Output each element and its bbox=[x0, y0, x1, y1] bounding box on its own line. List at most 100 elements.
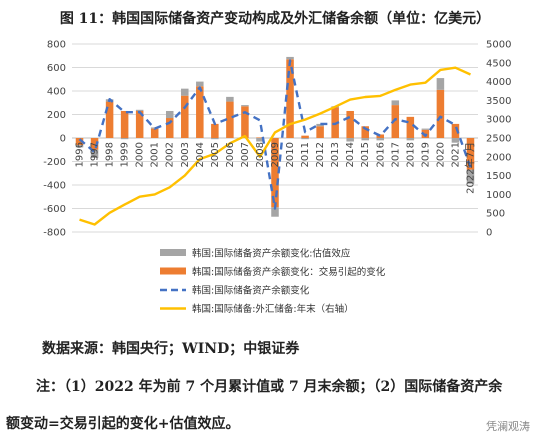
valuation-bar bbox=[301, 138, 309, 140]
transaction-bar bbox=[135, 110, 144, 138]
x-tick-label: 2012 bbox=[315, 142, 326, 167]
x-tick-label: 2009 bbox=[270, 142, 281, 167]
transaction-bar bbox=[466, 138, 475, 170]
valuation-bar bbox=[120, 138, 129, 140]
transaction-bar bbox=[105, 101, 114, 138]
x-tick-label: 2001 bbox=[150, 142, 161, 167]
x-tick-label: 2021 bbox=[450, 142, 461, 167]
right-tick-label: 1000 bbox=[486, 190, 511, 201]
transaction-bar bbox=[361, 126, 369, 138]
left-axis-ticks: 800 600 400 200 0 -200 -400 -600 -800 bbox=[43, 40, 66, 239]
right-tick-label: 4500 bbox=[486, 58, 511, 69]
right-tick-label: 2000 bbox=[486, 152, 511, 163]
left-tick-label: 400 bbox=[47, 87, 66, 98]
transaction-bar bbox=[286, 59, 294, 138]
valuation-bar bbox=[256, 138, 264, 142]
x-tick-label: 1998 bbox=[105, 142, 116, 167]
transaction-bar bbox=[406, 116, 415, 138]
transaction-bar bbox=[75, 138, 84, 146]
total-change-line bbox=[78, 59, 472, 210]
valuation-bar bbox=[226, 96, 234, 102]
legend-swatch-valuation bbox=[160, 249, 186, 256]
valuation-bar bbox=[436, 78, 445, 90]
x-tick-label: 1999 bbox=[120, 142, 131, 167]
valuation-bar bbox=[451, 138, 460, 143]
right-tick-label: 500 bbox=[486, 209, 505, 220]
valuation-bar bbox=[181, 88, 189, 96]
right-tick-label: 4000 bbox=[486, 77, 511, 88]
transaction-bar bbox=[301, 135, 309, 138]
x-tick-label: 1997 bbox=[90, 142, 101, 167]
x-tick-label: 2013 bbox=[330, 142, 341, 167]
right-tick-label: 5000 bbox=[486, 40, 511, 51]
left-tick-label: -400 bbox=[43, 181, 66, 192]
x-axis-labels: 1996 1997 1998 1999 2000 2001 2002 2003 2004 2005… bbox=[75, 142, 477, 194]
valuation-bar bbox=[391, 100, 400, 106]
valuation-bar bbox=[241, 105, 249, 107]
valuation-bar bbox=[286, 56, 294, 60]
lines bbox=[78, 59, 472, 226]
bars bbox=[75, 56, 475, 217]
valuation-bar bbox=[90, 149, 99, 158]
transaction-bar bbox=[150, 128, 159, 138]
transaction-bar bbox=[391, 105, 400, 138]
x-tick-label: 2014 bbox=[345, 142, 356, 167]
valuation-bar bbox=[361, 138, 369, 141]
valuation-bar bbox=[75, 145, 84, 148]
valuation-bar bbox=[466, 169, 475, 184]
valuation-bar bbox=[165, 110, 174, 119]
valuation-bar bbox=[211, 138, 219, 140]
x-tick-label: 2020 bbox=[435, 142, 446, 167]
valuation-bar bbox=[421, 128, 430, 130]
legend-label: 韩国:国际储备:外汇储备:年末（右轴） bbox=[192, 303, 354, 315]
watermark: 凭澜观涛 bbox=[486, 420, 530, 433]
right-tick-label: 3500 bbox=[486, 96, 511, 107]
x-tick-label: 2011 bbox=[300, 142, 311, 167]
valuation-bar bbox=[271, 207, 279, 217]
transaction-bar bbox=[346, 110, 354, 138]
valuation-bar bbox=[406, 138, 415, 141]
left-tick-label: -800 bbox=[43, 228, 66, 239]
x-tick-label: 2022年7月 bbox=[463, 142, 476, 194]
valuation-bar bbox=[135, 109, 144, 111]
valuation-bar bbox=[346, 138, 354, 142]
transaction-bar bbox=[120, 110, 129, 138]
x-tick-label: 1996 bbox=[75, 142, 86, 167]
transaction-bar bbox=[211, 123, 219, 138]
x-tick-label: 2015 bbox=[360, 142, 371, 167]
x-tick-label: 2003 bbox=[180, 142, 191, 167]
fx-reserves-line bbox=[79, 66, 471, 226]
left-tick-label: -600 bbox=[43, 204, 66, 215]
legend-label: 韩国:国际储备资产余额变化 bbox=[192, 285, 310, 297]
x-tick-label: 2010 bbox=[285, 142, 296, 167]
right-tick-label: 1500 bbox=[486, 171, 511, 182]
valuation-bar bbox=[196, 81, 204, 87]
x-tick-label: 2018 bbox=[405, 142, 416, 167]
left-tick-label: 0 bbox=[60, 134, 66, 145]
x-tick-label: 2006 bbox=[225, 142, 236, 167]
x-tick-label: 2008 bbox=[255, 142, 266, 167]
source-text: 数据来源：韩国央行；WIND；中银证券 bbox=[42, 341, 300, 357]
legend: 韩国:国际储备资产余额变化:估值效应韩国:国际储备资产余额变化：交易引起的变化韩… bbox=[160, 248, 386, 315]
legend-swatch-transaction bbox=[160, 267, 186, 275]
note-line-1: 注：（1）2022 年为前 7 个月累计值或 7 月末余额；（2）国际储备资产余 bbox=[36, 379, 503, 395]
transaction-bar bbox=[271, 138, 279, 208]
legend-label: 韩国:国际储备资产余额变化:估值效应 bbox=[192, 248, 351, 260]
x-tick-label: 2005 bbox=[210, 142, 221, 167]
transaction-bar bbox=[436, 89, 445, 138]
x-tick-label: 2017 bbox=[390, 142, 401, 167]
transaction-bar bbox=[165, 118, 174, 138]
valuation-bar bbox=[376, 138, 385, 141]
right-tick-label: 3000 bbox=[486, 115, 511, 126]
transaction-bar bbox=[181, 95, 189, 138]
x-tick-label: 2002 bbox=[165, 142, 176, 167]
transaction-bar bbox=[256, 137, 264, 138]
transaction-bar bbox=[316, 126, 324, 138]
left-tick-label: 200 bbox=[47, 110, 66, 121]
chart-title: 图 11：韩国国际储备资产变动构成及外汇储备余额（单位：亿美元） bbox=[59, 11, 491, 27]
left-tick-label: 600 bbox=[47, 63, 66, 74]
transaction-bar bbox=[241, 106, 249, 138]
transaction-bar bbox=[90, 138, 99, 150]
